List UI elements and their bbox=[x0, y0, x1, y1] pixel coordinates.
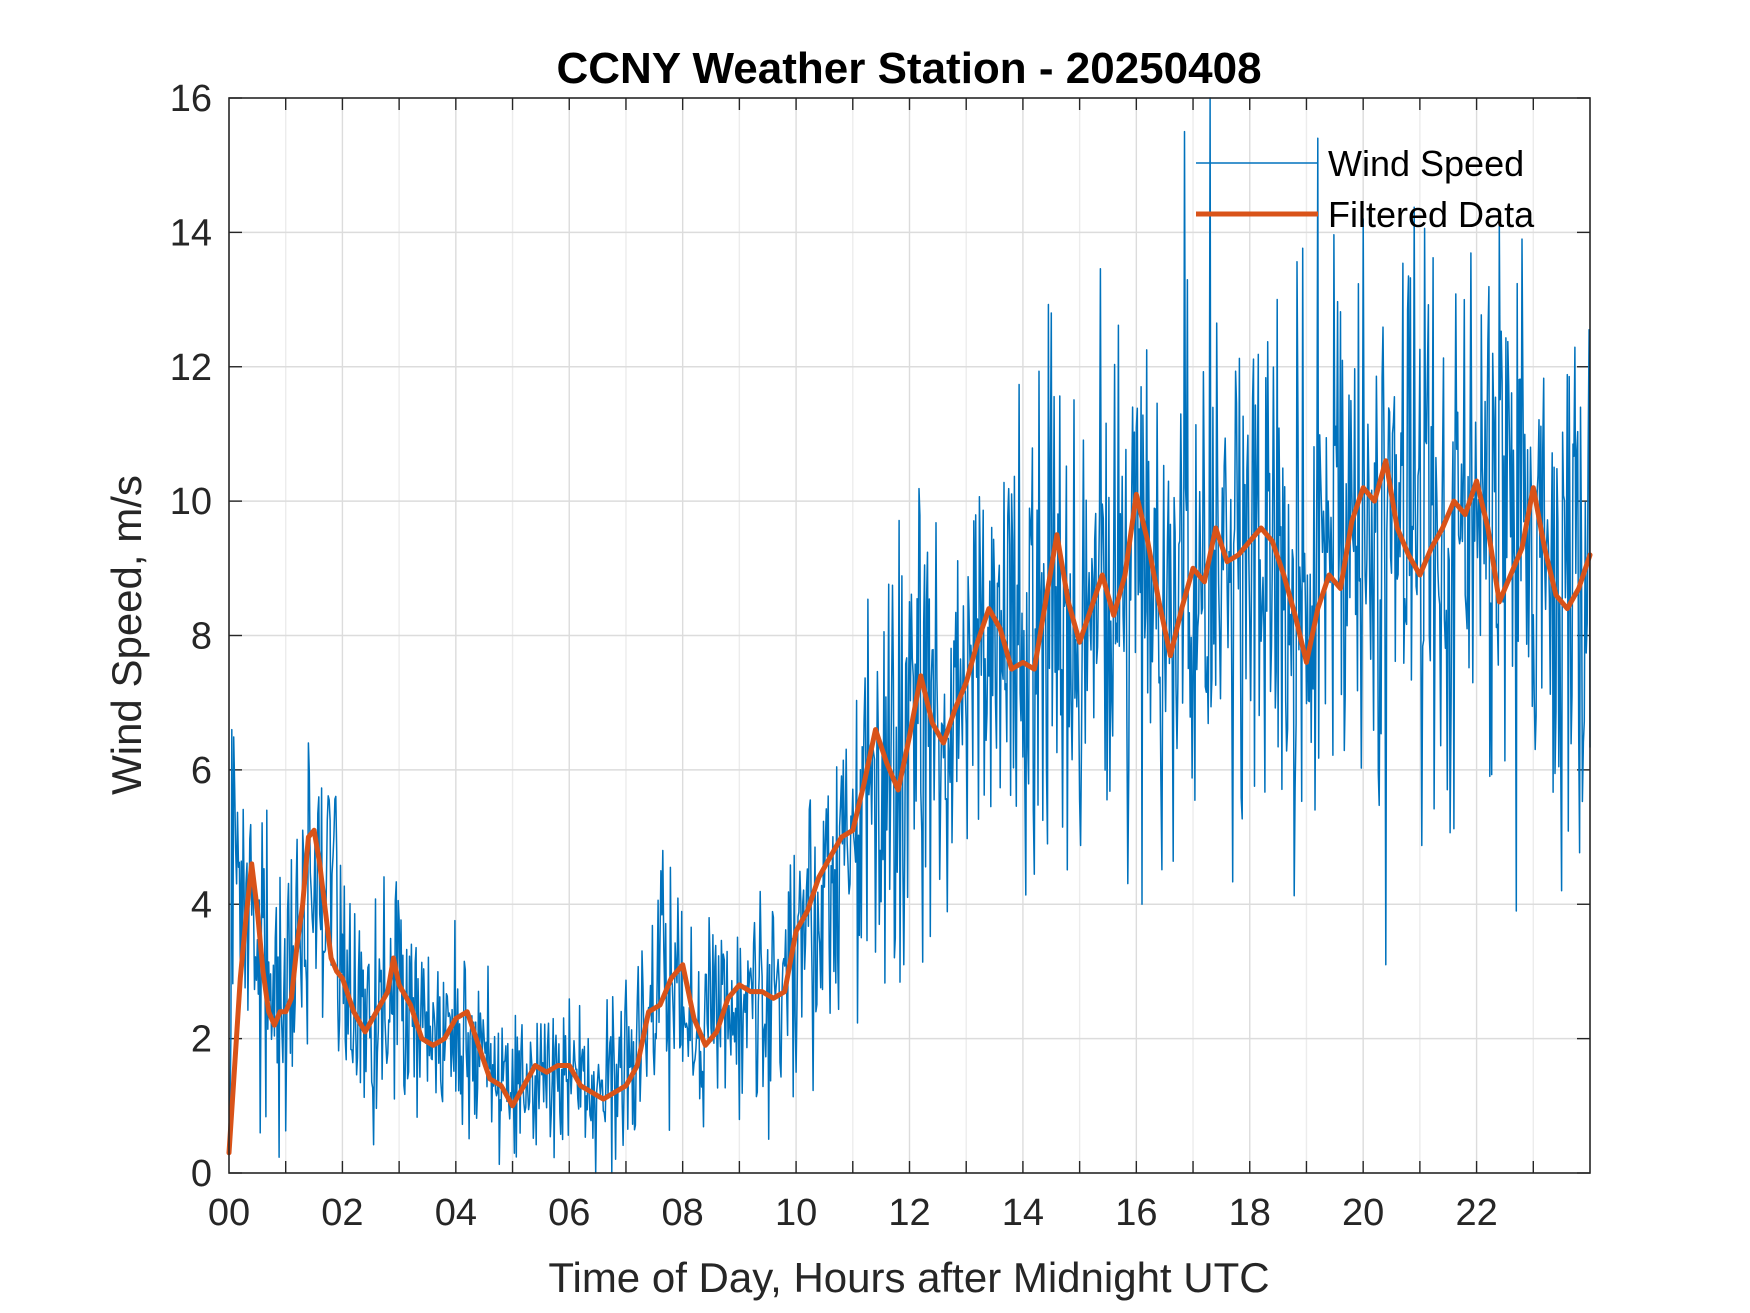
x-tick-label: 08 bbox=[662, 1192, 704, 1234]
wind-speed-line bbox=[228, 97, 1591, 1174]
y-tick-label: 2 bbox=[191, 1019, 212, 1061]
y-tick-labels: 0 2 4 6 8 10 12 14 16 bbox=[170, 78, 212, 1195]
y-tick-label: 16 bbox=[170, 78, 212, 120]
x-tick-label: 06 bbox=[548, 1192, 590, 1234]
y-tick-label: 8 bbox=[191, 616, 212, 658]
x-tick-label: 12 bbox=[888, 1192, 930, 1234]
x-tick-label: 16 bbox=[1115, 1192, 1157, 1234]
y-tick-label: 10 bbox=[170, 481, 212, 523]
legend: Wind Speed Filtered Data bbox=[1196, 143, 1535, 235]
y-tick-label: 6 bbox=[191, 750, 212, 792]
chart-title: CCNY Weather Station - 20250408 bbox=[556, 44, 1261, 93]
y-tick-label: 4 bbox=[191, 884, 212, 926]
wind-speed-series bbox=[228, 97, 1591, 1174]
x-tick-label: 18 bbox=[1229, 1192, 1271, 1234]
filtered-data-line bbox=[226, 458, 1593, 1156]
legend-label-wind-speed: Wind Speed bbox=[1328, 143, 1524, 184]
legend-label-filtered-data: Filtered Data bbox=[1328, 194, 1535, 235]
x-tick-label: 04 bbox=[435, 1192, 477, 1234]
x-tick-label: 22 bbox=[1455, 1192, 1497, 1234]
x-tick-label: 14 bbox=[1002, 1192, 1044, 1234]
x-axis-label: Time of Day, Hours after Midnight UTC bbox=[548, 1254, 1269, 1301]
y-tick-label: 14 bbox=[170, 212, 212, 254]
x-tick-label: 10 bbox=[775, 1192, 817, 1234]
x-tick-label: 02 bbox=[321, 1192, 363, 1234]
filtered-data-series bbox=[226, 458, 1593, 1156]
x-tick-labels: 00 02 04 06 08 10 12 14 16 18 20 22 bbox=[208, 1192, 1498, 1234]
plot-frame bbox=[228, 97, 1591, 1174]
y-tick-label: 0 bbox=[191, 1153, 212, 1195]
x-tick-label: 20 bbox=[1342, 1192, 1384, 1234]
x-tick-label: 00 bbox=[208, 1192, 250, 1234]
y-axis-label: Wind Speed, m/s bbox=[103, 475, 150, 795]
y-tick-label: 12 bbox=[170, 347, 212, 389]
